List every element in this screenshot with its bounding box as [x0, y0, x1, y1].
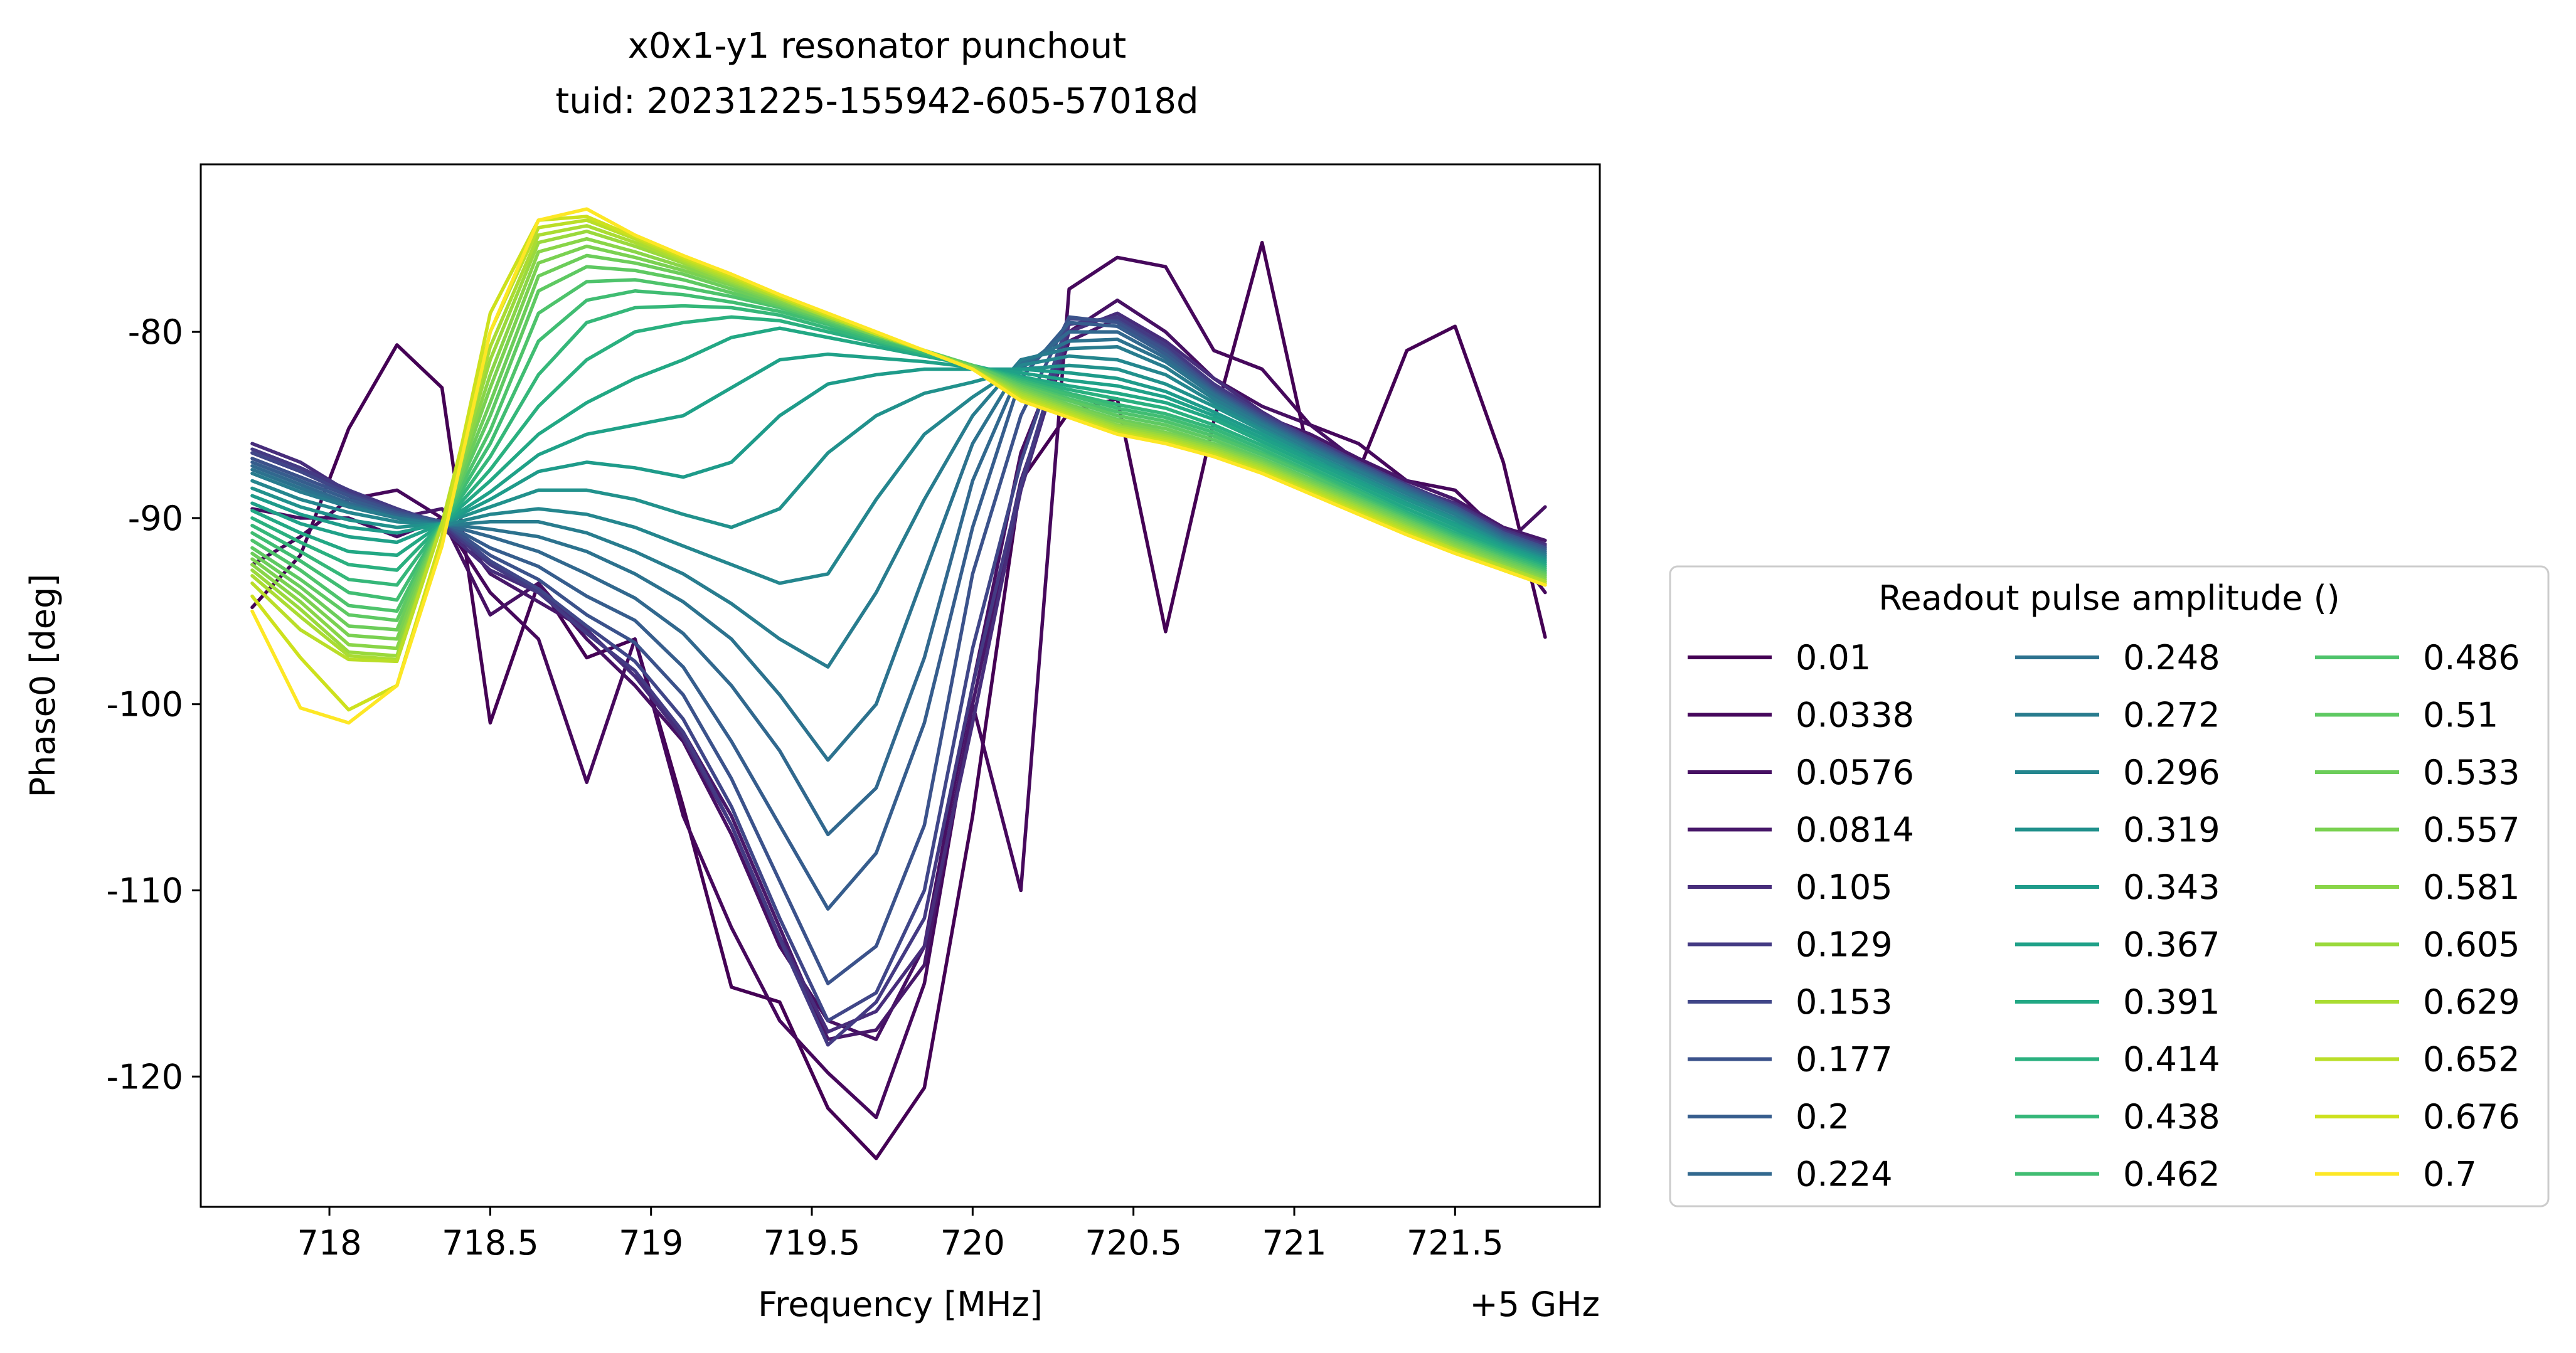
legend-label: 0.605 — [2423, 925, 2520, 965]
x-tick-label: 721 — [1262, 1223, 1326, 1263]
legend-label: 0.0576 — [1796, 753, 1914, 792]
legend-frame — [1669, 565, 2550, 1207]
chart-title-line1: x0x1-y1 resonator punchout — [628, 26, 1126, 66]
series-line-22 — [250, 253, 1547, 632]
legend-entries: 0.01 0.0338 0.0576 0.0814 0.105 0.129 0.153 0.1… — [1688, 638, 2520, 1194]
legend-label: 0.105 — [1796, 868, 1893, 907]
legend-label: 0.0338 — [1796, 696, 1914, 735]
legend-label: 0.391 — [2123, 982, 2220, 1022]
y-tick-label: -100 — [106, 685, 183, 724]
legend-label: 0.652 — [2423, 1040, 2520, 1080]
series-line-16 — [250, 326, 1547, 566]
chart-title-line2: tuid: 20231225-155942-605-57018d — [555, 81, 1198, 122]
legend-label: 0.2 — [1796, 1097, 1850, 1137]
series-line-17 — [250, 315, 1547, 572]
plot-frame — [200, 163, 1601, 1208]
legend-label: 0.7 — [2423, 1155, 2477, 1194]
y-tick-label: -110 — [106, 871, 183, 910]
legend-label: 0.319 — [2123, 810, 2220, 850]
x-axis-ticks: 718 718.5 719 719.5 720 720.5 721 721.5 — [297, 1207, 1504, 1263]
legend-label: 0.414 — [2123, 1040, 2220, 1080]
legend-label: 0.581 — [2423, 868, 2520, 907]
legend-label: 0.343 — [2123, 868, 2220, 907]
series-line-23 — [250, 244, 1547, 641]
series-line-19 — [250, 289, 1547, 602]
legend-label: 0.296 — [2123, 753, 2220, 792]
series-line-25 — [250, 230, 1547, 658]
series-line-18 — [250, 304, 1547, 587]
y-axis-ticks: -80 -90 -100 -110 -120 — [106, 312, 201, 1096]
series-line-11 — [250, 345, 1547, 669]
series-line-2 — [250, 298, 1547, 1041]
y-axis-label: Phase0 [deg] — [23, 574, 63, 798]
y-tick-label: -90 — [128, 499, 183, 538]
legend-label: 0.248 — [2123, 638, 2220, 677]
legend-label: 0.224 — [1796, 1155, 1893, 1194]
legend-label: 0.367 — [2123, 925, 2220, 965]
legend-label: 0.462 — [2123, 1155, 2220, 1194]
series-line-0 — [250, 240, 1547, 1160]
series-line-29 — [250, 207, 1547, 725]
x-tick-label: 721.5 — [1407, 1223, 1504, 1263]
x-tick-label: 718.5 — [442, 1223, 539, 1263]
y-tick-label: -80 — [128, 312, 183, 352]
series-line-26 — [250, 224, 1547, 662]
series-line-13 — [250, 363, 1547, 561]
legend-label: 0.557 — [2423, 810, 2520, 850]
x-tick-label: 719.5 — [764, 1223, 861, 1263]
series-line-1 — [250, 255, 1547, 1120]
legend-label: 0.676 — [2423, 1097, 2520, 1137]
series-line-21 — [250, 265, 1547, 622]
legend: Readout pulse amplitude () 0.010.03380.0… — [1669, 565, 2550, 1207]
legend-label: 0.486 — [2423, 638, 2520, 677]
legend-label: 0.153 — [1796, 982, 1893, 1022]
x-axis-offset-label: +5 GHz — [1469, 1285, 1600, 1324]
legend-label: 0.129 — [1796, 925, 1893, 965]
x-axis-label: Frequency [MHz] — [758, 1285, 1043, 1324]
legend-label: 0.629 — [2423, 982, 2520, 1022]
y-tick-label: -120 — [106, 1057, 183, 1096]
legend-label: 0.177 — [1796, 1040, 1893, 1080]
series-line-24 — [250, 236, 1547, 650]
legend-label: 0.01 — [1796, 638, 1871, 677]
legend-label: 0.51 — [2423, 696, 2498, 735]
legend-label: 0.438 — [2123, 1097, 2220, 1137]
legend-title: Readout pulse amplitude () — [1878, 578, 2340, 618]
legend-label: 0.533 — [2423, 753, 2520, 792]
x-tick-label: 720.5 — [1085, 1223, 1182, 1263]
series-line-15 — [250, 352, 1547, 565]
x-tick-label: 719 — [619, 1223, 683, 1263]
series-group — [250, 207, 1547, 1160]
legend-label: 0.0814 — [1796, 810, 1914, 850]
x-tick-label: 720 — [940, 1223, 1005, 1263]
x-tick-label: 718 — [297, 1223, 362, 1263]
legend-label: 0.272 — [2123, 696, 2220, 735]
series-line-20 — [250, 278, 1547, 613]
